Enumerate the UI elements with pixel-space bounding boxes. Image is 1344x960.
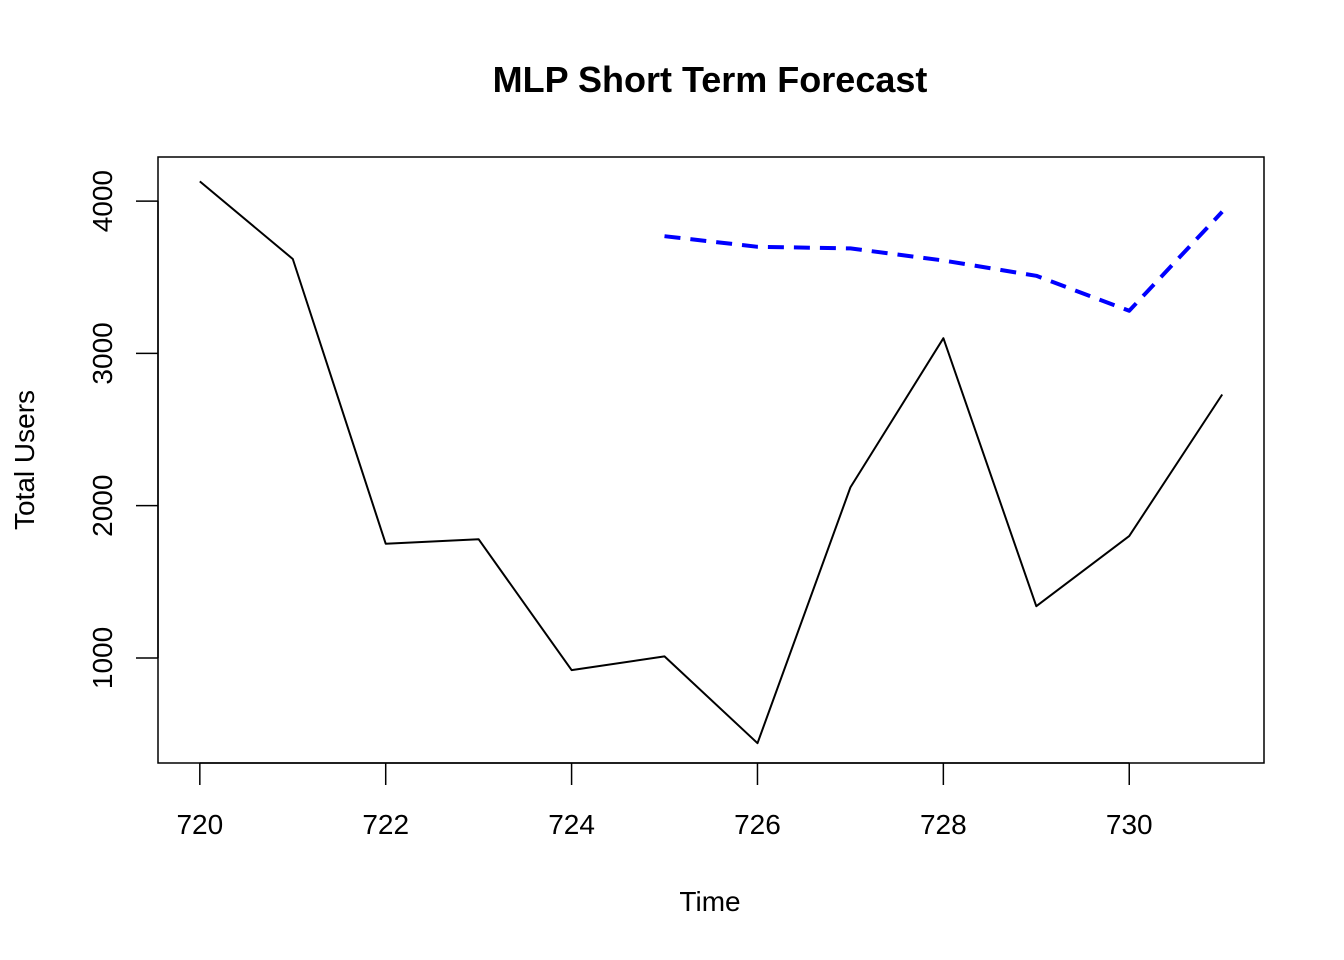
x-tick-label: 728 bbox=[920, 809, 967, 840]
x-tick-label: 720 bbox=[176, 809, 223, 840]
x-tick-label: 726 bbox=[734, 809, 781, 840]
x-axis-label: Time bbox=[679, 886, 740, 917]
observed-series-line bbox=[199, 180, 1224, 745]
y-tick-label: 3000 bbox=[87, 322, 118, 384]
y-tick-label: 4000 bbox=[87, 170, 118, 232]
forecast-series-line bbox=[664, 210, 1224, 313]
x-tick-label: 724 bbox=[548, 809, 595, 840]
y-axis-label: Total Users bbox=[9, 390, 40, 530]
x-tick-label: 722 bbox=[362, 809, 409, 840]
x-axis: 720 722 724 726 728 730 bbox=[176, 762, 1153, 840]
y-axis: 1000 2000 3000 4000 bbox=[87, 170, 159, 689]
x-tick-label: 730 bbox=[1106, 809, 1153, 840]
y-tick-label: 2000 bbox=[87, 475, 118, 537]
y-tick-label: 1000 bbox=[87, 627, 118, 689]
chart-title: MLP Short Term Forecast bbox=[493, 59, 928, 100]
plot-frame bbox=[157, 156, 1265, 764]
series-layer bbox=[199, 180, 1224, 745]
